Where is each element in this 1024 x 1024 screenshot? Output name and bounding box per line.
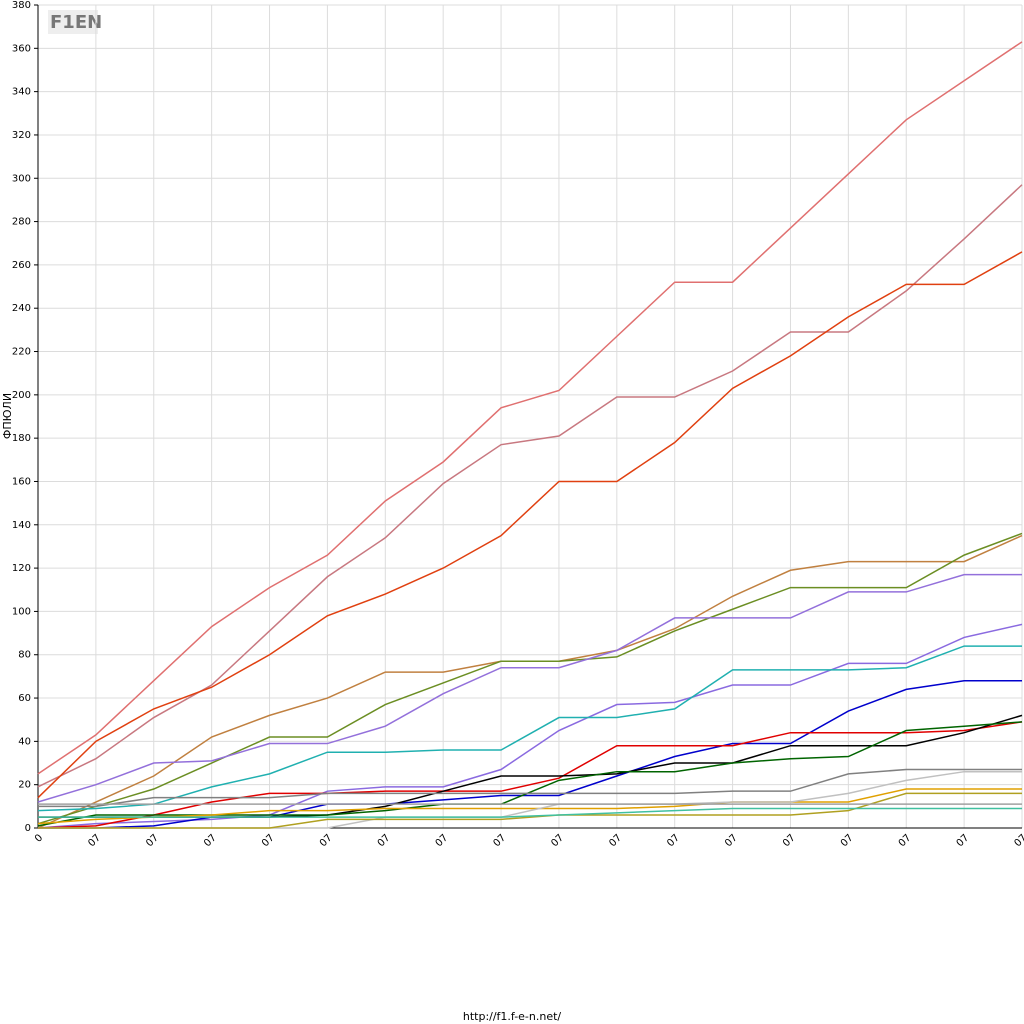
y-tick-label: 220 bbox=[12, 347, 31, 358]
y-tick-label: 380 bbox=[12, 0, 31, 11]
logo-text: F1EN bbox=[50, 12, 102, 33]
y-tick-label: 20 bbox=[18, 780, 31, 791]
y-tick-label: 160 bbox=[12, 476, 31, 487]
y-tick-label: 40 bbox=[18, 736, 31, 747]
series-line bbox=[38, 714, 1023, 818]
y-tick-label: 140 bbox=[12, 520, 31, 531]
y-axis-label: ФПЮЛИ bbox=[1, 393, 14, 439]
y-tick-label: 340 bbox=[12, 87, 31, 98]
series-line bbox=[38, 768, 1022, 808]
y-tick-label: 120 bbox=[12, 563, 31, 574]
series-line bbox=[37, 532, 1023, 825]
x-tick-label: 07 bbox=[86, 832, 103, 849]
y-tick-label: 200 bbox=[12, 390, 31, 401]
series-line bbox=[38, 679, 1022, 829]
y-tick-label: 300 bbox=[12, 173, 31, 184]
y-tick-label: 320 bbox=[12, 130, 31, 141]
footer: http://f1.f-e-n.net/ bbox=[463, 1010, 562, 1023]
y-tick-label: 100 bbox=[12, 606, 31, 617]
x-tick-label: 07 bbox=[318, 832, 335, 849]
x-tick-label: 07 bbox=[492, 832, 509, 849]
series-line bbox=[37, 788, 1022, 825]
y-tick-label: 280 bbox=[12, 217, 31, 228]
x-tick-label: 07 bbox=[781, 832, 798, 849]
series-line bbox=[38, 770, 1022, 829]
x-tick-label: 07 bbox=[897, 832, 914, 849]
series-line bbox=[38, 807, 1022, 818]
series-line bbox=[37, 623, 1023, 829]
series-line bbox=[37, 251, 1023, 799]
y-tick-label: 80 bbox=[18, 650, 31, 661]
x-tick-label: 0 bbox=[33, 832, 45, 844]
x-tick-label: 07 bbox=[144, 832, 161, 849]
x-tick-label: 07 bbox=[434, 832, 451, 849]
x-tick-label: 07 bbox=[607, 832, 624, 849]
y-tick-label: 0 bbox=[25, 823, 31, 834]
x-tick-label: 07 bbox=[955, 832, 972, 849]
y-tick-label: 360 bbox=[12, 43, 31, 54]
y-tick-label: 180 bbox=[12, 433, 31, 444]
x-tick-label: 07 bbox=[723, 832, 740, 849]
x-tick-label: 07 bbox=[202, 832, 219, 849]
x-tick-label: 07 bbox=[839, 832, 856, 849]
series-line bbox=[37, 41, 1023, 775]
x-tick-label: 07 bbox=[1012, 832, 1024, 849]
x-tick-label: 07 bbox=[260, 832, 277, 849]
logo: F1EN bbox=[48, 10, 102, 34]
x-tick-label: 07 bbox=[549, 832, 566, 849]
y-tick-label: 260 bbox=[12, 260, 31, 271]
x-tick-label: 07 bbox=[665, 832, 682, 849]
series-line bbox=[37, 645, 1022, 812]
logo-bg bbox=[48, 10, 98, 34]
series-line bbox=[37, 573, 1022, 803]
y-tick-label: 240 bbox=[12, 303, 31, 314]
y-tick-label: 60 bbox=[18, 693, 31, 704]
x-tick-label: 07 bbox=[376, 832, 393, 849]
